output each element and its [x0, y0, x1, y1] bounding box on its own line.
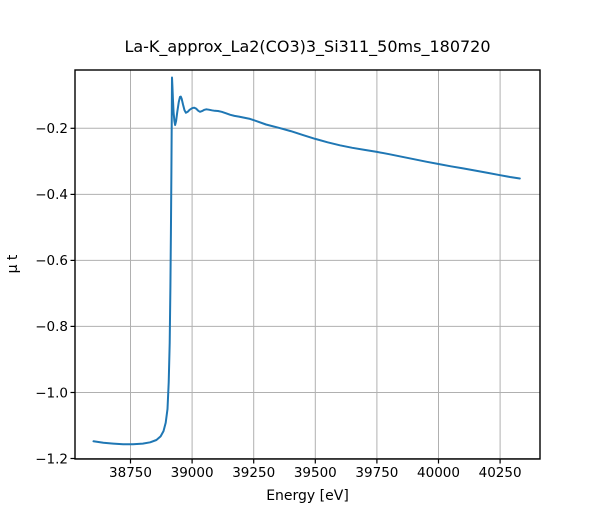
x-tick-label: 39750 [355, 465, 398, 481]
plot-frame [74, 69, 541, 460]
y-tick-label: −1.2 [35, 451, 68, 467]
x-tick-label: 39500 [294, 465, 337, 481]
y-axis-label: μ t [5, 254, 21, 273]
axis-ticks [70, 127, 501, 464]
y-tick-label: −1.0 [35, 385, 68, 401]
grid-lines [75, 70, 540, 459]
x-tick-label: 40250 [479, 465, 522, 481]
x-tick-label: 39250 [232, 465, 275, 481]
spectrum-line [92, 76, 521, 446]
x-tick-label: 40000 [417, 465, 460, 481]
x-axis-label: Energy [eV] [266, 488, 349, 504]
y-tick-label: −0.6 [35, 253, 68, 269]
tick-labels: 38750 39000 39250 39500 39750 40000 40250 −0.2 −… [35, 121, 521, 481]
x-tick-label: 39000 [171, 465, 214, 481]
y-tick-label: −0.2 [35, 121, 68, 137]
y-tick-label: −0.4 [35, 187, 68, 203]
y-tick-label: −0.8 [35, 319, 68, 335]
plot-background [75, 70, 540, 459]
chart-title: La-K_approx_La2(CO3)3_Si311_50ms_180720 [124, 37, 490, 57]
x-tick-label: 38750 [109, 465, 152, 481]
